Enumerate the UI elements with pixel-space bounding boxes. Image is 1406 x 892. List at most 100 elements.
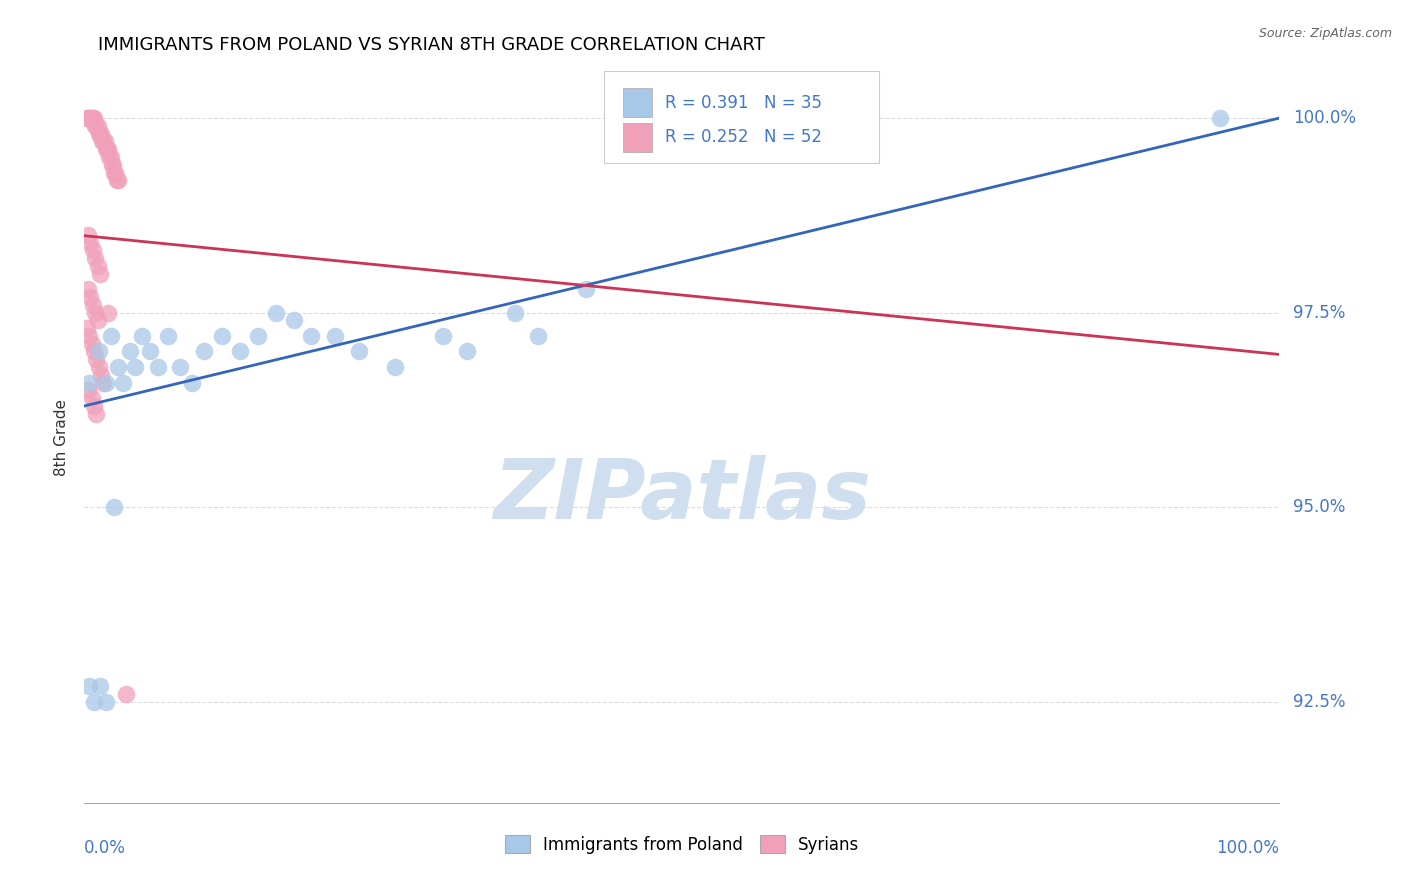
Point	[77, 679, 100, 693]
Point	[79, 290, 101, 304]
Point	[82, 244, 104, 258]
Point	[87, 359, 110, 374]
Point	[76, 321, 98, 335]
Point	[193, 344, 215, 359]
Point	[96, 142, 118, 156]
Point	[89, 267, 111, 281]
Text: IMMIGRANTS FROM POLAND VS SYRIAN 8TH GRADE CORRELATION CHART: IMMIGRANTS FROM POLAND VS SYRIAN 8TH GRA…	[98, 36, 765, 54]
Text: N = 52: N = 52	[765, 128, 823, 146]
Point	[86, 352, 108, 367]
Text: 100.0%: 100.0%	[1294, 109, 1357, 127]
FancyBboxPatch shape	[623, 122, 652, 152]
Point	[77, 227, 100, 242]
Point	[93, 376, 115, 390]
Point	[100, 150, 122, 164]
Point	[98, 150, 121, 164]
Point	[157, 329, 180, 343]
Point	[301, 329, 323, 343]
Point	[103, 500, 125, 515]
Point	[94, 695, 117, 709]
Point	[77, 384, 100, 398]
Point	[79, 111, 101, 125]
Text: 0.0%: 0.0%	[84, 839, 127, 857]
Point	[89, 127, 111, 141]
Point	[91, 135, 114, 149]
Point	[124, 359, 146, 374]
Point	[83, 111, 105, 125]
Point	[229, 344, 252, 359]
Legend: Immigrants from Poland, Syrians: Immigrants from Poland, Syrians	[498, 829, 866, 860]
Point	[211, 329, 233, 343]
Point	[527, 329, 550, 343]
Point	[80, 336, 103, 351]
Point	[86, 119, 108, 133]
Point	[107, 173, 129, 187]
Point	[89, 679, 111, 693]
Point	[90, 368, 112, 382]
Point	[79, 235, 101, 250]
Point	[84, 251, 107, 265]
Point	[264, 305, 287, 319]
Point	[169, 359, 191, 374]
Point	[87, 344, 110, 359]
Point	[101, 158, 124, 172]
Point	[86, 313, 108, 327]
Point	[1209, 111, 1232, 125]
Point	[105, 173, 128, 187]
Point	[432, 329, 454, 343]
Point	[83, 344, 105, 359]
Point	[107, 359, 129, 374]
Point	[283, 313, 305, 327]
Point	[325, 329, 347, 343]
Point	[77, 111, 100, 125]
Point	[100, 329, 122, 343]
Point	[77, 376, 100, 390]
Point	[101, 158, 124, 172]
Point	[94, 142, 117, 156]
Point	[86, 259, 108, 273]
Point	[86, 119, 108, 133]
FancyBboxPatch shape	[605, 71, 879, 163]
Point	[104, 165, 127, 179]
Text: N = 35: N = 35	[765, 94, 823, 112]
Point	[181, 376, 204, 390]
Point	[139, 344, 162, 359]
Point	[94, 376, 117, 390]
Point	[76, 111, 98, 125]
Point	[349, 344, 371, 359]
Text: Source: ZipAtlas.com: Source: ZipAtlas.com	[1258, 27, 1392, 40]
Point	[84, 305, 107, 319]
Point	[82, 111, 104, 125]
Point	[111, 376, 134, 390]
Point	[103, 165, 125, 179]
Point	[83, 695, 105, 709]
Point	[80, 111, 103, 125]
Text: ZIPatlas: ZIPatlas	[494, 455, 870, 536]
Text: R = 0.252: R = 0.252	[665, 128, 748, 146]
Point	[115, 687, 138, 701]
Point	[97, 305, 120, 319]
Point	[118, 344, 141, 359]
Point	[503, 305, 526, 319]
Point	[82, 298, 104, 312]
Point	[456, 344, 478, 359]
Point	[84, 119, 107, 133]
Text: 95.0%: 95.0%	[1294, 498, 1346, 516]
Text: 100.0%: 100.0%	[1216, 839, 1279, 857]
Y-axis label: 8th Grade: 8th Grade	[53, 399, 69, 475]
Point	[93, 135, 115, 149]
Point	[384, 359, 406, 374]
Point	[575, 282, 598, 296]
Text: 92.5%: 92.5%	[1294, 693, 1346, 711]
Point	[90, 127, 112, 141]
Point	[77, 282, 100, 296]
Point	[86, 407, 108, 421]
Text: R = 0.391: R = 0.391	[665, 94, 748, 112]
Text: 97.5%: 97.5%	[1294, 303, 1346, 322]
Point	[87, 127, 110, 141]
Point	[246, 329, 269, 343]
Point	[77, 111, 100, 125]
Point	[77, 329, 100, 343]
Point	[148, 359, 170, 374]
Point	[80, 391, 103, 405]
